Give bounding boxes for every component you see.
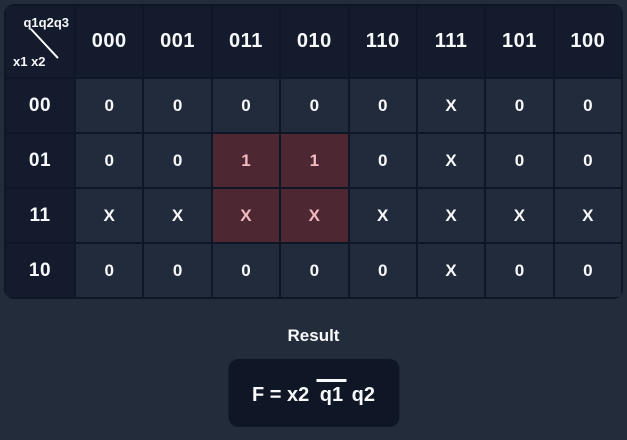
- kmap-cell[interactable]: X: [415, 242, 487, 299]
- kmap-table-container: q1q2q3 x1 x2 000 001 011 010 110 111 101 100 00…: [4, 4, 623, 299]
- corner-bottom-label: x1 x2: [13, 54, 46, 69]
- kmap-col-header: 111: [415, 4, 487, 79]
- kmap-row: 00 0 0 0 0 0 X 0 0: [4, 77, 623, 134]
- kmap-row-header: 10: [4, 242, 76, 299]
- kmap-col-header: 010: [279, 4, 350, 79]
- kmap-row-header: 01: [4, 132, 76, 189]
- kmap-cell[interactable]: 0: [279, 242, 350, 299]
- kmap-cell[interactable]: 1: [210, 132, 282, 189]
- kmap-cell[interactable]: X: [210, 187, 282, 244]
- kmap-cell[interactable]: 1: [279, 132, 350, 189]
- kmap-cell[interactable]: 0: [347, 242, 418, 299]
- kmap-table: q1q2q3 x1 x2 000 001 011 010 110 111 101 100 00…: [4, 4, 623, 299]
- kmap-row: 10 0 0 0 0 0 X 0 0: [4, 242, 623, 299]
- kmap-cell[interactable]: 0: [73, 77, 145, 134]
- kmap-cell[interactable]: 0: [142, 77, 213, 134]
- kmap-cell[interactable]: X: [279, 187, 350, 244]
- corner-diagonal-line: [30, 28, 59, 59]
- kmap-corner-cell: q1q2q3 x1 x2: [4, 4, 76, 79]
- kmap-cell[interactable]: 0: [552, 77, 623, 134]
- kmap-col-header: 110: [347, 4, 418, 79]
- kmap-cell[interactable]: 0: [73, 242, 145, 299]
- kmap-cell[interactable]: 0: [484, 77, 555, 134]
- formula-text: F = x2 q1 q2: [252, 379, 375, 407]
- kmap-cell[interactable]: 0: [210, 77, 282, 134]
- kmap-header-row: q1q2q3 x1 x2 000 001 011 010 110 111 101 100: [4, 4, 623, 79]
- kmap-cell[interactable]: 0: [279, 77, 350, 134]
- formula-box: F = x2 q1 q2: [227, 359, 400, 427]
- kmap-cell[interactable]: X: [415, 132, 487, 189]
- result-title: Result: [287, 326, 340, 345]
- kmap-col-header: 001: [142, 4, 213, 79]
- kmap-cell[interactable]: 0: [142, 132, 213, 189]
- kmap-cell[interactable]: 0: [210, 242, 282, 299]
- kmap-cell[interactable]: 0: [347, 77, 418, 134]
- kmap-cell[interactable]: 0: [347, 132, 418, 189]
- kmap-col-header: 011: [210, 4, 282, 79]
- kmap-cell[interactable]: X: [73, 187, 145, 244]
- kmap-cell[interactable]: X: [484, 187, 555, 244]
- kmap-row-header: 00: [4, 77, 76, 134]
- kmap-body: 00 0 0 0 0 0 X 0 0 01 0 0 1 1 0 X 0 0 11 X X X X X X X X 10 0 0 0 0 0 X 0 0: [4, 77, 623, 299]
- kmap-cell[interactable]: 0: [142, 242, 213, 299]
- kmap-cell[interactable]: 0: [484, 242, 555, 299]
- kmap-row: 01 0 0 1 1 0 X 0 0: [4, 132, 623, 189]
- kmap-col-header: 100: [552, 4, 623, 79]
- formula-term: F = x2: [251, 384, 315, 406]
- kmap-cell[interactable]: 0: [73, 132, 145, 189]
- formula-overline-term: q1: [316, 379, 347, 407]
- kmap-cell[interactable]: X: [415, 187, 487, 244]
- kmap-cell[interactable]: 0: [484, 132, 555, 189]
- kmap-row: 11 X X X X X X X X: [4, 187, 623, 244]
- kmap-cell[interactable]: X: [415, 77, 487, 134]
- corner-top-label: q1q2q3: [23, 15, 69, 30]
- kmap-cell[interactable]: 0: [552, 242, 623, 299]
- kmap-col-header: 000: [73, 4, 145, 79]
- kmap-cell[interactable]: X: [142, 187, 213, 244]
- formula-term: q2: [346, 384, 376, 406]
- kmap-row-header: 11: [4, 187, 76, 244]
- kmap-cell[interactable]: X: [552, 187, 623, 244]
- kmap-col-header: 101: [484, 4, 555, 79]
- kmap-cell[interactable]: 0: [552, 132, 623, 189]
- kmap-cell[interactable]: X: [347, 187, 418, 244]
